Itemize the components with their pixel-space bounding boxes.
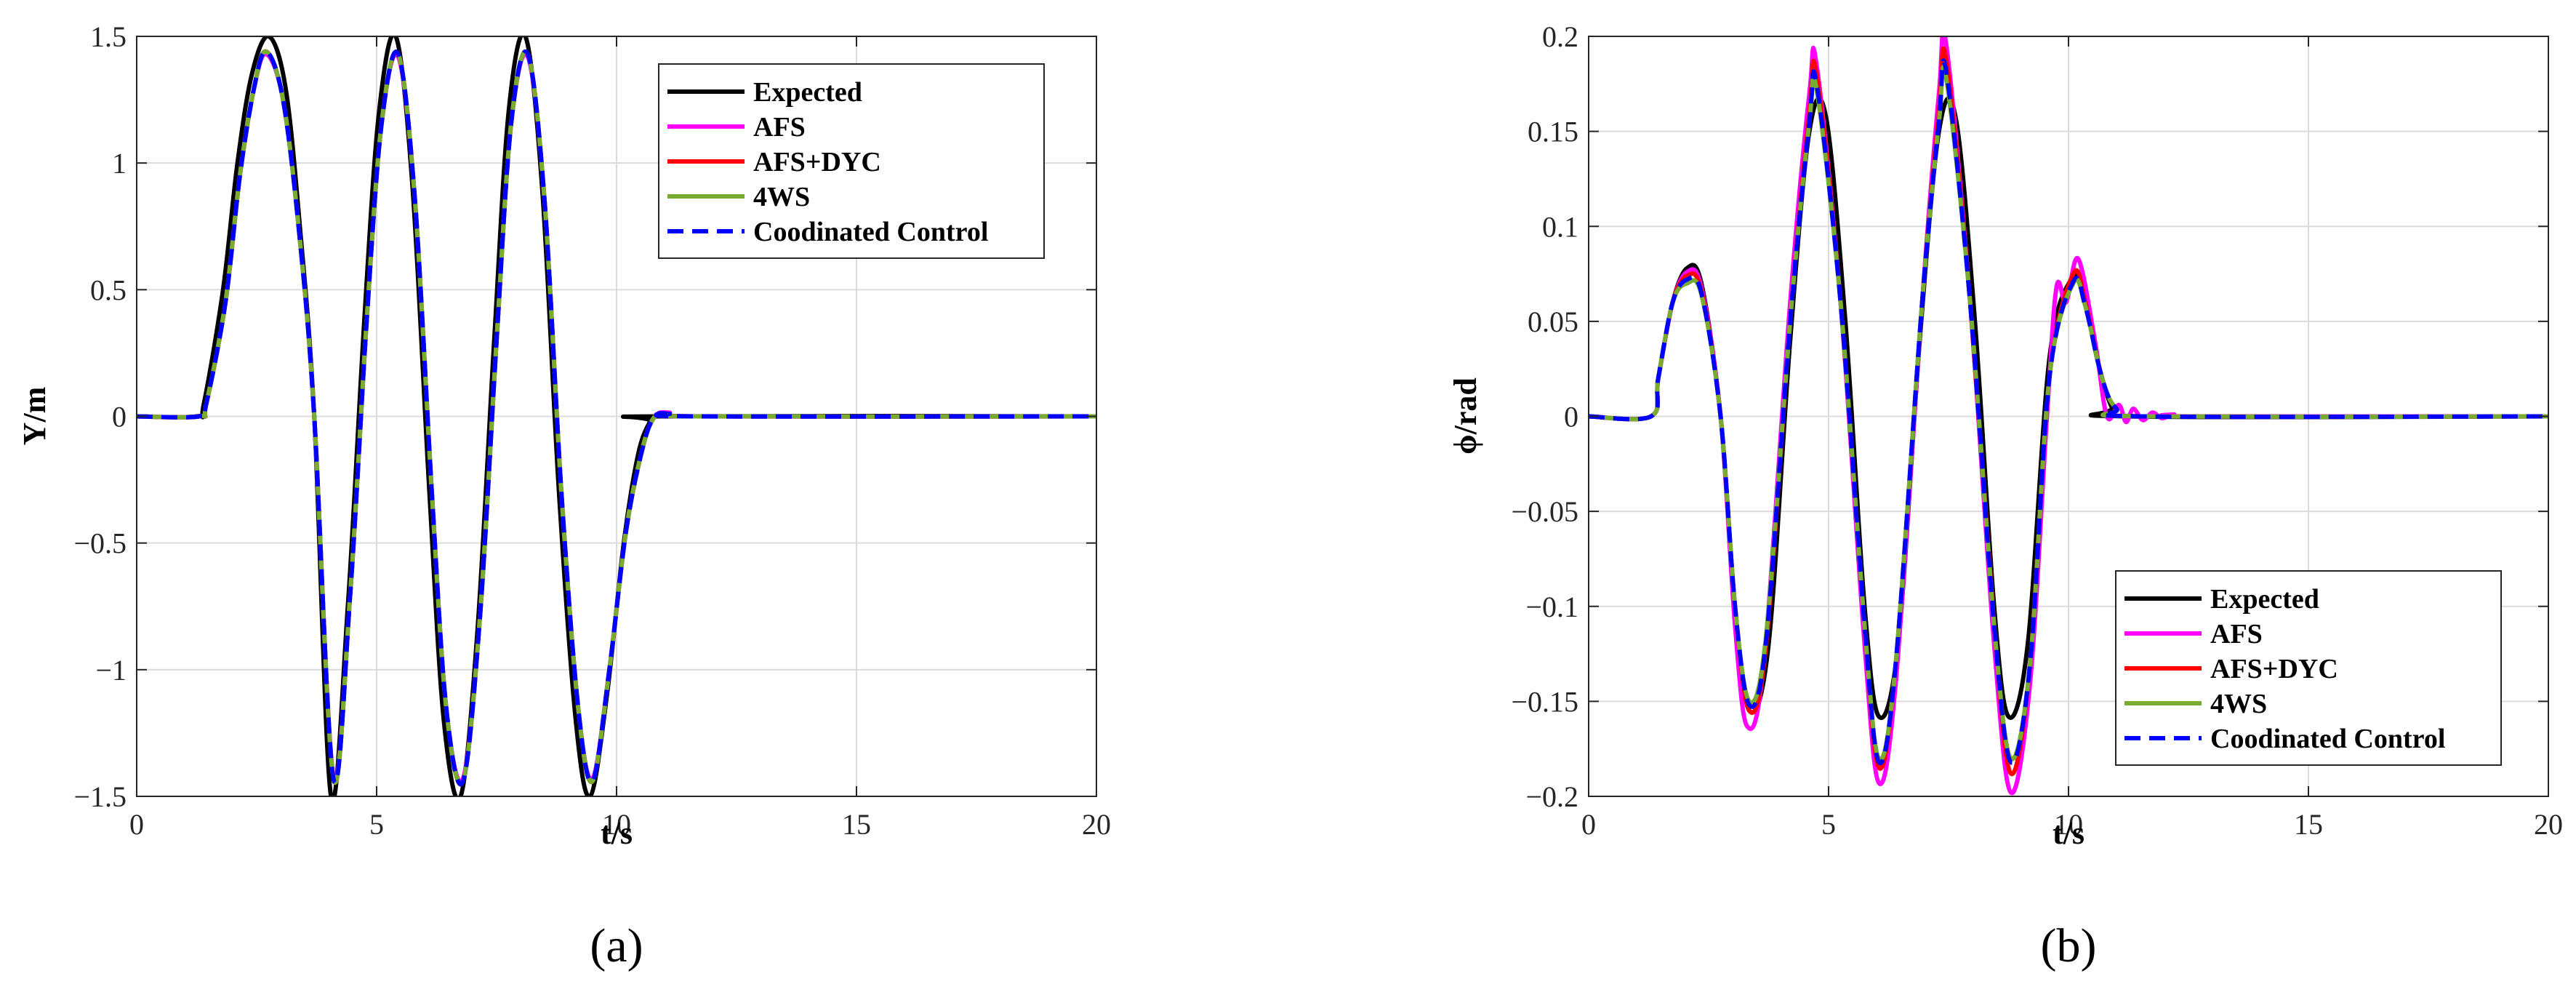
legend-label-afs: AFS: [753, 112, 806, 143]
y-axis-label: Y/m: [17, 387, 52, 446]
x-axis-label: t/s: [2053, 815, 2085, 851]
tick-labels: 0 5 10 15 20 −1.5 −1 −0.5 0 0.5 1 1.5: [73, 20, 1111, 841]
y-axis-label: ϕ/rad: [1448, 377, 1483, 455]
y-tick-label: 0.2: [1542, 20, 1578, 53]
x-tick-label: 0: [1581, 808, 1596, 841]
y-tick-label: 0: [112, 401, 127, 433]
panel-b: 0 5 10 15 20 −0.2 −0.15 −0.1 −0.05 0 0.05 0.1 0.15 0.…: [1448, 20, 2563, 972]
series-lines: [137, 36, 1096, 796]
legend-label-4ws: 4WS: [2210, 689, 2267, 719]
y-tick-label: −0.1: [1525, 591, 1578, 623]
y-tick-label: −0.05: [1511, 495, 1578, 528]
y-tick-label: −1: [95, 654, 127, 687]
y-tick-label: −0.2: [1525, 780, 1578, 813]
y-tick-label: 0.5: [90, 273, 127, 306]
x-tick-label: 5: [1821, 808, 1836, 841]
y-tick-label: 0.05: [1528, 305, 1578, 338]
y-tick-label: −1.5: [73, 780, 127, 813]
legend-label-expected: Expected: [753, 77, 862, 108]
panel-label: (a): [590, 919, 643, 972]
series-group: [137, 36, 1096, 796]
y-tick-label: −0.5: [73, 527, 127, 560]
legend-label-coodinated-control: Coodinated Control: [753, 217, 988, 247]
series-group: [1589, 36, 2548, 796]
x-tick-label: 15: [2294, 808, 2323, 841]
x-tick-label: 10: [602, 808, 631, 841]
legend: Expected AFS AFS+DYC 4WS Coodinated Control: [2115, 570, 2502, 766]
ticks: [136, 36, 1097, 797]
y-tick-label: 0: [1564, 401, 1578, 433]
x-tick-label: 0: [129, 808, 144, 841]
x-tick-label: 15: [842, 808, 871, 841]
y-tick-label: 0.1: [1542, 210, 1578, 243]
panel-label: (b): [2041, 919, 2097, 972]
legend-label-4ws: 4WS: [753, 182, 810, 212]
x-axis-label: t/s: [601, 815, 633, 851]
legend: Expected AFS AFS+DYC 4WS Coodinated Control: [658, 63, 1045, 259]
series-line-coodinated-control: [1589, 58, 2548, 766]
legend-label-afs-dyc: AFS+DYC: [753, 147, 881, 177]
y-tick-label: 0.15: [1528, 116, 1578, 148]
x-tick-label: 10: [2054, 808, 2083, 841]
y-tick-label: 1: [112, 147, 127, 180]
y-tick-label: −0.15: [1511, 685, 1578, 718]
legend-label-coodinated-control: Coodinated Control: [2210, 724, 2445, 754]
legend-label-expected: Expected: [2210, 584, 2319, 615]
panel-a: 0 5 10 15 20 −1.5 −1 −0.5 0 0.5 1 1.5 t/s Y/m Expec…: [17, 20, 1111, 972]
x-tick-label: 20: [1082, 808, 1111, 841]
y-tick-label: 1.5: [90, 20, 127, 53]
ticks: [1588, 36, 2549, 797]
legend-label-afs: AFS: [2210, 619, 2263, 649]
x-tick-label: 20: [2534, 808, 2563, 841]
series-lines: [1589, 36, 2548, 796]
tick-labels: 0 5 10 15 20 −0.2 −0.15 −0.1 −0.05 0 0.05 0.1 0.15 0.…: [1511, 20, 2563, 841]
x-tick-label: 5: [369, 808, 384, 841]
series-line-coodinated-control: [137, 49, 1096, 787]
legend-label-afs-dyc: AFS+DYC: [2210, 654, 2338, 684]
